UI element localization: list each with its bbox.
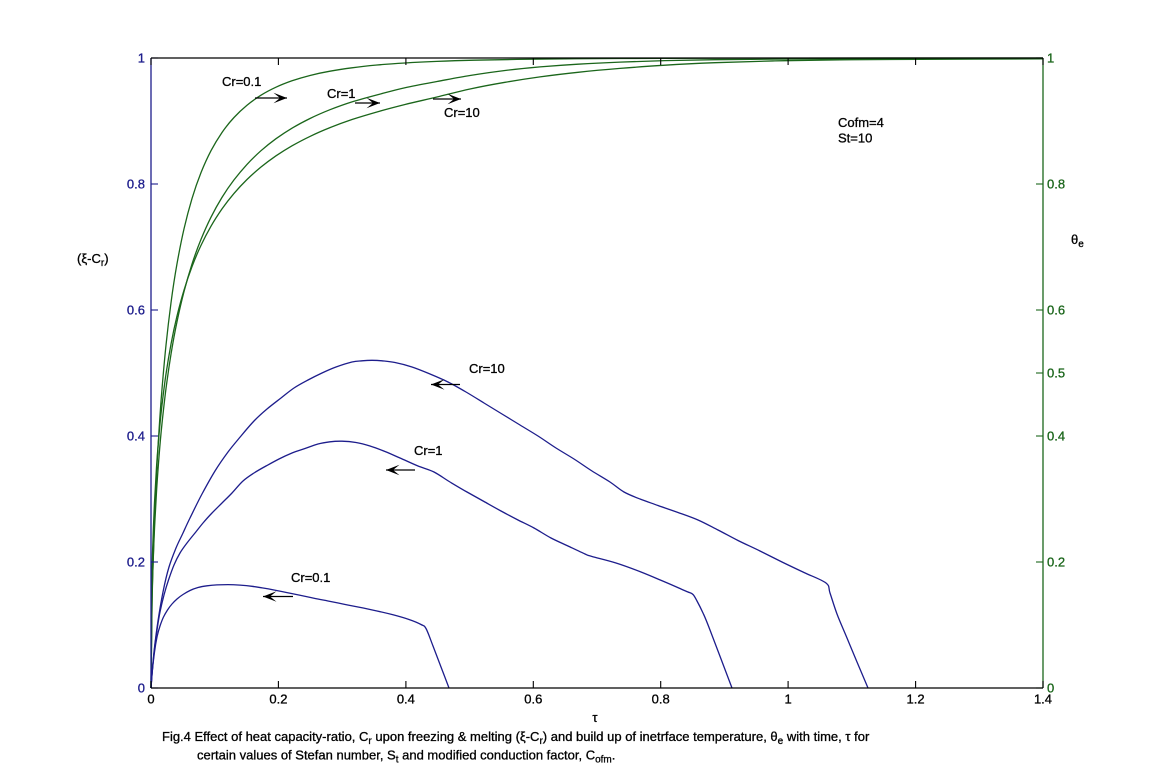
svg-text:0.4: 0.4 — [127, 429, 145, 444]
svg-text:1: 1 — [785, 692, 792, 707]
svg-text:1: 1 — [138, 51, 145, 66]
svg-text:1: 1 — [1047, 51, 1054, 66]
svg-text:0.4: 0.4 — [1047, 429, 1065, 444]
svg-text:τ: τ — [592, 710, 598, 725]
svg-text:1.4: 1.4 — [1034, 692, 1052, 707]
svg-text:0: 0 — [138, 681, 145, 696]
svg-text:Cr=1: Cr=1 — [414, 443, 443, 458]
svg-text:0.5: 0.5 — [1047, 366, 1065, 381]
svg-text:0.8: 0.8 — [652, 692, 670, 707]
svg-text:St=10: St=10 — [838, 131, 872, 146]
svg-text:Cr=10: Cr=10 — [469, 361, 505, 376]
svg-text:0.8: 0.8 — [1047, 177, 1065, 192]
svg-text:0: 0 — [1047, 681, 1054, 696]
svg-text:0: 0 — [147, 692, 154, 707]
svg-text:0.6: 0.6 — [1047, 303, 1065, 318]
svg-text:Cr=1: Cr=1 — [327, 86, 356, 101]
svg-text:0.6: 0.6 — [127, 303, 145, 318]
svg-text:certain values of Stefan numbe: certain values of Stefan number, St and … — [197, 748, 615, 766]
svg-text:Cr=10: Cr=10 — [444, 105, 480, 120]
svg-text:Cofm=4: Cofm=4 — [838, 115, 884, 130]
svg-text:0.2: 0.2 — [269, 692, 287, 707]
svg-text:1.2: 1.2 — [907, 692, 925, 707]
svg-text:Cr=0.1: Cr=0.1 — [291, 570, 330, 585]
svg-text:0.2: 0.2 — [1047, 555, 1065, 570]
svg-text:0.2: 0.2 — [127, 555, 145, 570]
svg-text:Fig.4 Effect of heat capacity-: Fig.4 Effect of heat capacity-ratio, Cr … — [162, 729, 870, 747]
svg-text:Cr=0.1: Cr=0.1 — [222, 74, 261, 89]
svg-text:0.6: 0.6 — [524, 692, 542, 707]
svg-text:(ξ-Cr): (ξ-Cr) — [77, 251, 109, 269]
svg-text:0.4: 0.4 — [397, 692, 415, 707]
svg-text:0.8: 0.8 — [127, 177, 145, 192]
